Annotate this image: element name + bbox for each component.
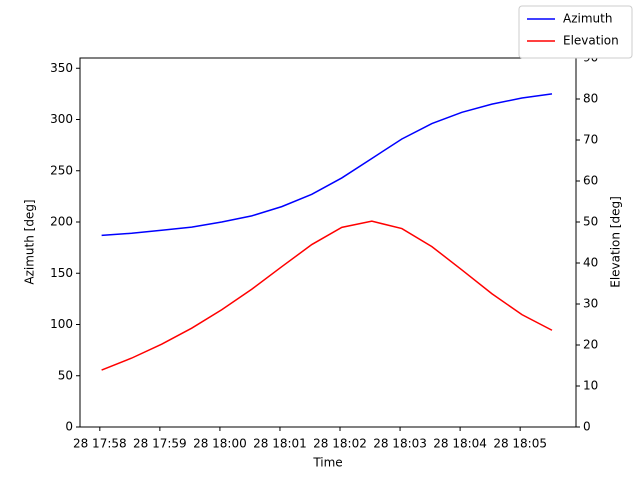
y2-tick-label: 60 [583,174,598,188]
y-tick-label: 300 [50,112,73,126]
plot-frame [79,57,577,428]
x-tick-label: 28 18:00 [193,437,247,451]
data-line [101,93,553,237]
y2-axis-label: Elevation [deg] [609,196,623,288]
y-tick-label: 200 [50,215,73,229]
y-tick-label: 250 [50,163,73,177]
y-tick-label: 100 [50,317,73,331]
x-tick-label: 28 18:05 [493,437,547,451]
x-tick-label: 28 18:02 [313,437,367,451]
x-axis-label: Time [312,456,342,470]
legend-label: Azimuth [563,12,612,26]
y2-tick-label: 70 [583,133,598,147]
x-tick-label: 28 17:58 [73,437,127,451]
x-tick-label: 28 18:03 [373,437,427,451]
x-tick-label: 28 18:04 [433,437,487,451]
y-tick-label: 50 [58,368,73,382]
x-tick-label: 28 18:01 [253,437,307,451]
y2-tick-label: 0 [583,420,591,434]
y-tick-label: 350 [50,61,73,75]
y2-tick-label: 20 [583,338,598,352]
data-line [101,220,553,371]
y2-tick-label: 80 [583,92,598,106]
y-axis-label: Azimuth [deg] [23,199,37,284]
y-tick-label: 0 [65,420,73,434]
legend-label: Elevation [563,34,619,48]
y2-tick-label: 10 [583,379,598,393]
x-tick-label: 28 17:59 [133,437,187,451]
y2-tick-label: 40 [583,256,598,270]
y-tick-label: 150 [50,266,73,280]
y2-tick-label: 50 [583,215,598,229]
y2-tick-label: 30 [583,297,598,311]
